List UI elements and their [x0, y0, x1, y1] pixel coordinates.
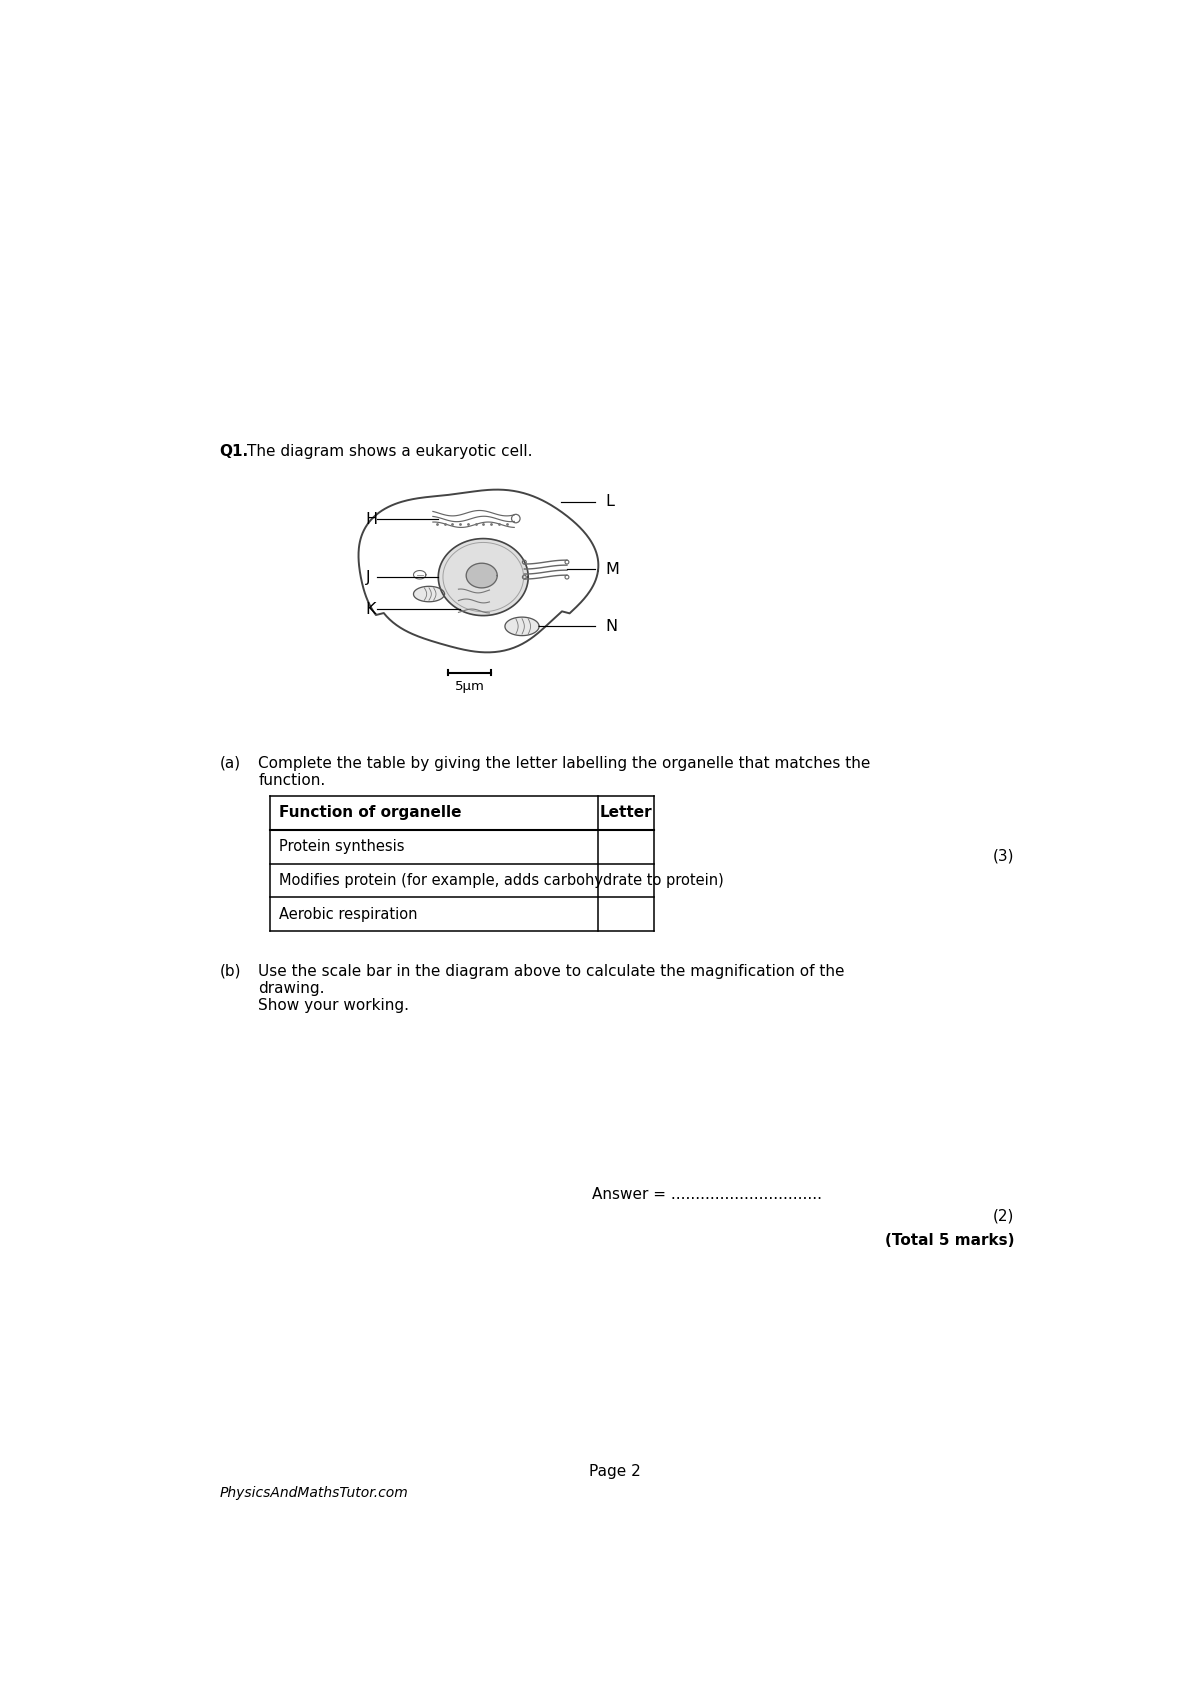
- Polygon shape: [505, 618, 539, 636]
- Text: Protein synthesis: Protein synthesis: [280, 838, 404, 854]
- Text: N: N: [606, 619, 618, 635]
- Text: Letter: Letter: [600, 804, 652, 820]
- Text: Answer = ...............................: Answer = ...............................: [592, 1186, 822, 1201]
- Text: (b): (b): [220, 964, 241, 979]
- Text: J: J: [366, 570, 370, 584]
- Text: M: M: [606, 562, 619, 577]
- Text: (Total 5 marks): (Total 5 marks): [884, 1234, 1014, 1247]
- Text: Modifies protein (for example, adds carbohydrate to protein): Modifies protein (for example, adds carb…: [280, 872, 724, 888]
- Text: 5μm: 5μm: [455, 680, 485, 694]
- Text: Page 2: Page 2: [589, 1465, 641, 1480]
- Text: (3): (3): [992, 848, 1014, 864]
- Polygon shape: [438, 538, 528, 616]
- Polygon shape: [414, 587, 444, 602]
- Text: Complete the table by giving the letter labelling the organelle that matches the: Complete the table by giving the letter …: [258, 755, 871, 787]
- Text: (a): (a): [220, 755, 241, 770]
- Text: Function of organelle: Function of organelle: [280, 804, 462, 820]
- Text: K: K: [366, 602, 376, 618]
- Text: (2): (2): [992, 1208, 1014, 1224]
- Polygon shape: [467, 563, 497, 587]
- Text: The diagram shows a eukaryotic cell.: The diagram shows a eukaryotic cell.: [247, 445, 533, 458]
- Text: PhysicsAndMathsTutor.com: PhysicsAndMathsTutor.com: [220, 1487, 408, 1500]
- Text: H: H: [366, 512, 378, 526]
- Text: L: L: [606, 494, 614, 509]
- Text: Use the scale bar in the diagram above to calculate the magnification of the
dra: Use the scale bar in the diagram above t…: [258, 964, 845, 1013]
- Text: Aerobic respiration: Aerobic respiration: [280, 906, 418, 921]
- Text: Q1.: Q1.: [220, 445, 248, 458]
